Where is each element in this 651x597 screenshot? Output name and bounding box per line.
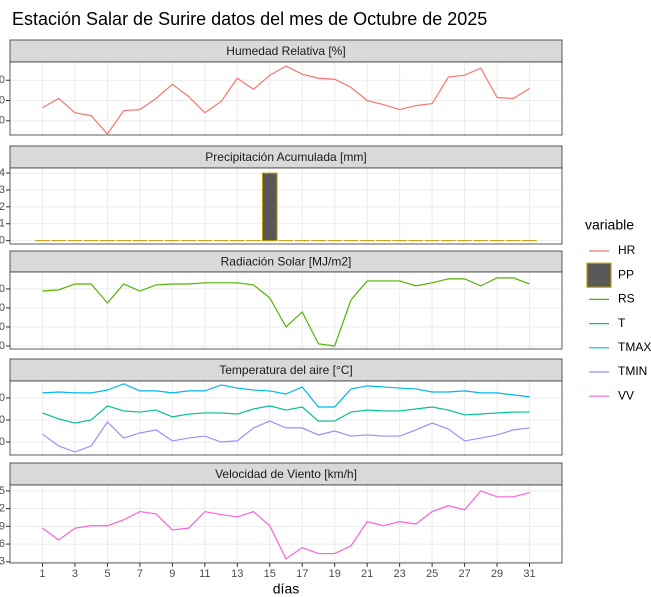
strip-label: Humedad Relativa [%] — [226, 44, 345, 58]
panel-border — [9, 380, 563, 456]
y-tick-label: 9 — [0, 520, 5, 532]
x-tick-label: 1 — [39, 568, 45, 580]
x-tick-label: 29 — [491, 568, 503, 580]
panel-border — [9, 167, 563, 245]
chart-title: Estación Salar de Surire datos del mes d… — [12, 9, 487, 29]
strip-label: Temperatura del aire [°C] — [219, 363, 353, 377]
x-axis-label: días — [273, 581, 299, 597]
legend-label: TMAX — [618, 340, 651, 354]
panel-background — [10, 381, 562, 455]
legend-key — [586, 262, 612, 288]
legend-title: variable — [585, 217, 634, 233]
panel-background — [10, 62, 562, 135]
panel-border — [9, 271, 563, 350]
strip-label: Velocidad de Viento [km/h] — [215, 467, 357, 481]
y-tick-label: 1 — [0, 218, 5, 230]
y-tick-label: 3 — [0, 556, 5, 568]
panel-background — [10, 272, 562, 349]
data-line — [42, 405, 530, 424]
x-tick-label: 3 — [72, 568, 78, 580]
data-line — [42, 490, 530, 560]
y-tick-label: 4 — [0, 167, 5, 179]
panel-border — [9, 61, 563, 136]
legend-label: PP — [618, 267, 634, 281]
y-tick-label: 60 — [0, 74, 5, 86]
x-tick-label: 5 — [104, 568, 110, 580]
x-tick-label: 15 — [264, 568, 276, 580]
y-tick-label: 10 — [0, 321, 5, 333]
y-tick-label: 0 — [0, 340, 5, 352]
y-tick-label: 20 — [0, 302, 5, 314]
strip-label: Radiación Solar [MJ/m2] — [221, 255, 352, 269]
legend-label: T — [618, 316, 626, 330]
y-tick-label: 20 — [0, 115, 5, 127]
x-tick-label: 23 — [394, 568, 406, 580]
x-tick-label: 19 — [329, 568, 341, 580]
y-tick-label: 6 — [0, 538, 5, 550]
x-tick-label: 31 — [523, 568, 535, 580]
x-tick-label: 25 — [426, 568, 438, 580]
x-tick-label: 27 — [458, 568, 470, 580]
x-tick-label: 21 — [361, 568, 373, 580]
y-tick-label: 0 — [0, 235, 5, 247]
legend-label: RS — [618, 292, 635, 306]
data-line — [42, 383, 530, 408]
panel-background — [10, 485, 562, 563]
y-tick-label: 15 — [0, 485, 5, 497]
x-tick-label: 11 — [199, 568, 210, 580]
y-tick-label: 12 — [0, 503, 5, 515]
y-tick-label: 40 — [0, 94, 5, 106]
y-tick-label: 10 — [0, 392, 5, 404]
panel-background — [10, 168, 562, 244]
y-tick-label: 3 — [0, 184, 5, 196]
y-tick-label: -10 — [0, 436, 5, 448]
legend-label: HR — [618, 243, 636, 257]
x-tick-label: 7 — [137, 568, 143, 580]
x-tick-label: 13 — [231, 568, 243, 580]
panel-border — [9, 484, 563, 564]
data-line — [42, 65, 530, 135]
legend-label: VV — [618, 388, 634, 402]
data-line — [42, 420, 530, 453]
y-tick-label: 30 — [0, 283, 5, 295]
y-tick-label: 0 — [0, 414, 5, 426]
legend-label: TMIN — [618, 364, 647, 378]
data-line — [42, 277, 530, 347]
bar — [261, 172, 278, 242]
x-tick-label: 9 — [169, 568, 175, 580]
strip-label: Precipitación Acumulada [mm] — [205, 150, 366, 164]
y-tick-label: 2 — [0, 201, 5, 213]
x-tick-label: 17 — [296, 568, 308, 580]
